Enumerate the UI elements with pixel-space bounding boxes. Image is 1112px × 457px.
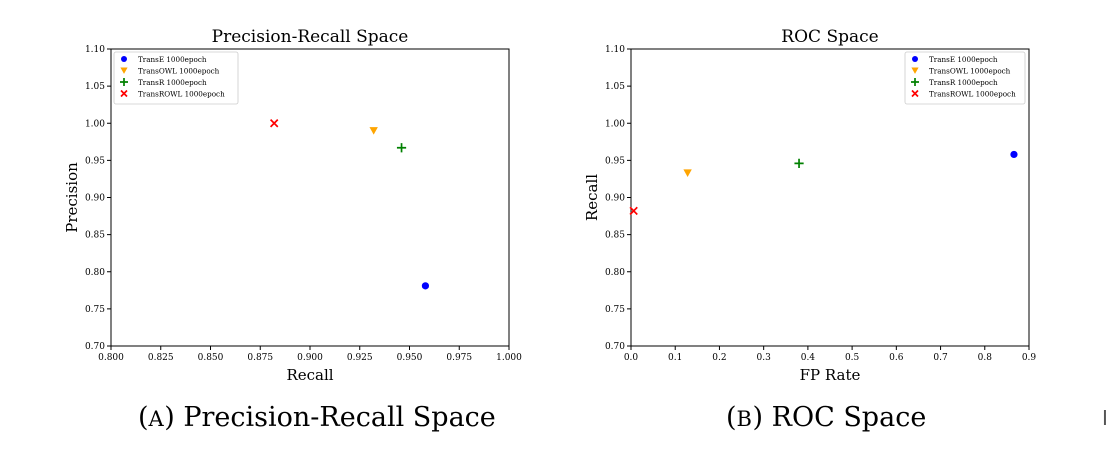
legend-marker: [121, 56, 127, 62]
legend-marker: [911, 78, 919, 86]
legend-label: TransR 1000epoch: [929, 78, 998, 87]
legend-marker: [911, 67, 919, 74]
legend-label: TransE 1000epoch: [138, 55, 207, 64]
x-tick-label: 0.950: [397, 353, 423, 363]
y-tick-label: 1.10: [605, 45, 625, 55]
caption-roc: (B) ROC Space: [726, 402, 927, 433]
legend: TransE 1000epoch TransOWL 1000epoch TransR…: [113, 51, 239, 105]
x-tick-label: 0.7: [933, 353, 948, 363]
data-point: [369, 127, 378, 135]
legend-label: TransROWL 1000epoch: [929, 89, 1016, 98]
y-tick-label: 0.80: [85, 268, 105, 278]
y-tick-label: 1.05: [605, 82, 625, 92]
legend: TransE 1000epoch TransOWL 1000epoch TransR…: [904, 51, 1026, 105]
y-tick-label: 0.95: [85, 156, 105, 166]
chart-1: Precision-Recall Space Recall Precision 0.8…: [63, 27, 522, 384]
legend-marker: [120, 89, 128, 98]
legend-label: TransROWL 1000epoch: [138, 89, 225, 98]
y-axis-label: Recall: [583, 174, 601, 221]
y-tick-label: 0.75: [85, 305, 105, 315]
y-tick-label: 0.90: [605, 194, 625, 204]
y-tick-label: 0.70: [605, 342, 625, 352]
legend-label: TransOWL 1000epoch: [138, 66, 220, 75]
y-tick-label: 0.90: [85, 194, 105, 204]
x-tick-label: 0.875: [247, 353, 273, 363]
y-tick-label: 1.00: [85, 119, 105, 129]
x-tick-label: 1.000: [496, 353, 522, 363]
x-tick-label: 0.0: [624, 353, 639, 363]
y-tick-label: 0.85: [605, 231, 625, 241]
x-tick-label: 0.5: [845, 353, 860, 363]
data-point: [629, 206, 638, 216]
x-axis-label: Recall: [286, 366, 333, 384]
x-tick-label: 0.975: [446, 353, 472, 363]
legend-marker: [911, 89, 919, 98]
x-tick-label: 0.850: [198, 353, 224, 363]
legend-marker: [912, 56, 918, 62]
legend-box: [113, 51, 239, 105]
caption-a-text: Precision-Recall Space: [183, 402, 496, 433]
y-tick-label: 1.10: [85, 45, 105, 55]
x-tick-label: 0.900: [297, 353, 323, 363]
x-tick-label: 0.825: [148, 353, 174, 363]
data-point: [396, 143, 407, 153]
legend-label: TransR 1000epoch: [138, 78, 207, 87]
caption-precision-recall: (A) Precision-Recall Space: [138, 402, 496, 433]
y-tick-label: 0.75: [605, 305, 625, 315]
data-point: [1010, 150, 1018, 159]
chart-2: ROC Space FP Rate Recall 0.0 0.1 0.2 0.3 0.4 0.5…: [583, 27, 1036, 384]
legend-label: TransOWL 1000epoch: [929, 66, 1011, 75]
caption-b-label: B: [736, 407, 753, 431]
y-tick-label: 0.80: [605, 268, 625, 278]
chart-title: ROC Space: [781, 27, 878, 47]
caption-a-label: A: [148, 407, 165, 431]
x-axis-label: FP Rate: [800, 366, 861, 384]
y-tick-label: 0.85: [85, 231, 105, 241]
data-point: [269, 119, 279, 128]
x-tick-label: 0.1: [668, 353, 682, 363]
legend-label: TransE 1000epoch: [929, 55, 998, 64]
text-cursor-icon: I: [1102, 406, 1108, 430]
y-axis-label: Precision: [63, 162, 81, 233]
x-tick-label: 0.2: [712, 353, 726, 363]
legend-marker: [120, 78, 128, 86]
x-tick-label: 0.3: [757, 353, 772, 363]
data-point: [794, 158, 804, 168]
legend-marker: [120, 67, 128, 74]
x-tick-label: 0.925: [347, 353, 373, 363]
y-tick-label: 1.05: [85, 82, 105, 92]
caption-b-text: ROC Space: [771, 402, 927, 433]
y-tick-label: 0.95: [605, 156, 625, 166]
x-tick-label: 0.9: [1022, 353, 1037, 363]
data-point: [683, 169, 692, 177]
x-tick-label: 0.6: [889, 353, 904, 363]
x-tick-label: 0.8: [978, 353, 993, 363]
data-point: [421, 282, 430, 290]
y-tick-label: 0.70: [85, 342, 105, 352]
chart-title: Precision-Recall Space: [212, 27, 409, 47]
legend-box: [904, 51, 1026, 105]
x-tick-label: 0.800: [98, 353, 124, 363]
y-tick-label: 1.00: [605, 119, 625, 129]
x-tick-label: 0.4: [801, 353, 816, 363]
